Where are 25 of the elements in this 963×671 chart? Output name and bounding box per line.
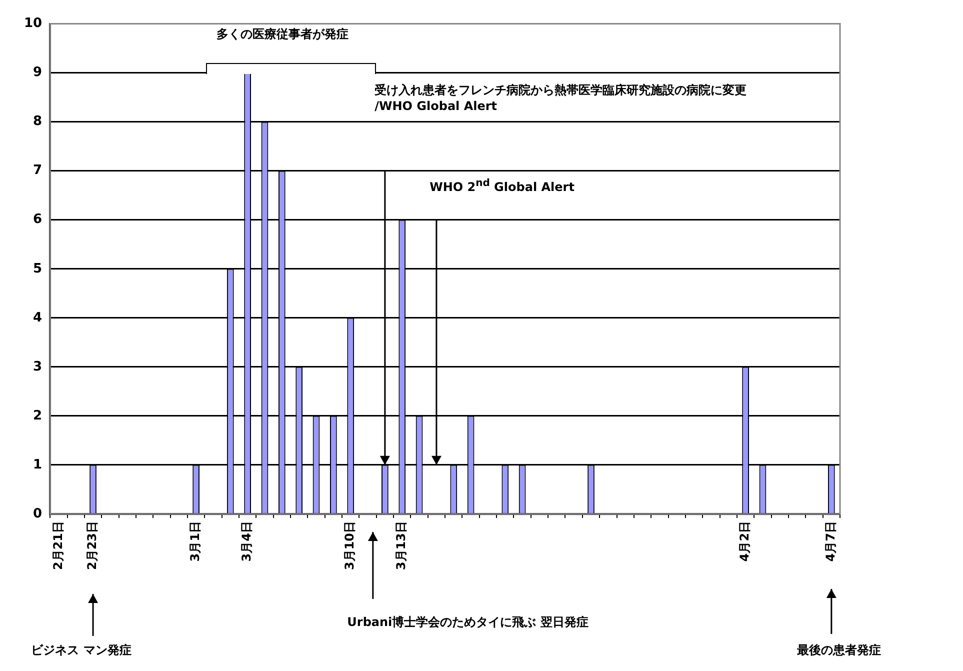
y-tick-label: 1 xyxy=(33,457,42,472)
x-tick-label: 3月13日 xyxy=(394,520,408,570)
x-tick-label: 3月1日 xyxy=(188,520,202,562)
text: 最後の患者発症 xyxy=(797,642,882,658)
y-tick-label: 2 xyxy=(33,408,42,424)
y-tick-label: 10 xyxy=(24,16,42,32)
annotation: 多くの医療従事者が発症 xyxy=(216,26,350,42)
x-tick-label: 2月21日 xyxy=(50,520,65,570)
x-tick-label: 2月23日 xyxy=(85,520,100,570)
y-tick-label: 3 xyxy=(33,359,42,374)
y-tick-label: 4 xyxy=(33,310,42,326)
x-tick-label: 4月2日 xyxy=(738,520,752,562)
y-tick-label: 9 xyxy=(33,65,42,80)
y-tick-label: 7 xyxy=(33,163,42,178)
y-tick-label: 0 xyxy=(33,506,42,522)
text: ビジネス マン発症 xyxy=(31,642,132,658)
annotation: WHO 2$^{nd}$ Global Alert xyxy=(430,176,576,195)
x-tick-label: 3月10日 xyxy=(342,520,357,570)
x-tick-label: 3月4日 xyxy=(240,520,254,562)
text: Urbani博士学会のためタイに飛ぶ 翌日発症 xyxy=(347,614,590,630)
y-tick-label: 6 xyxy=(33,212,42,228)
y-tick-label: 5 xyxy=(33,261,42,276)
y-tick-label: 8 xyxy=(33,114,42,130)
x-tick-label: 4月7日 xyxy=(824,520,838,562)
annotation: 受け入れ患者をフレンチ病院から熱帯医学臨床研究施設の病院に変更 /WHO Global Alert xyxy=(374,82,748,114)
